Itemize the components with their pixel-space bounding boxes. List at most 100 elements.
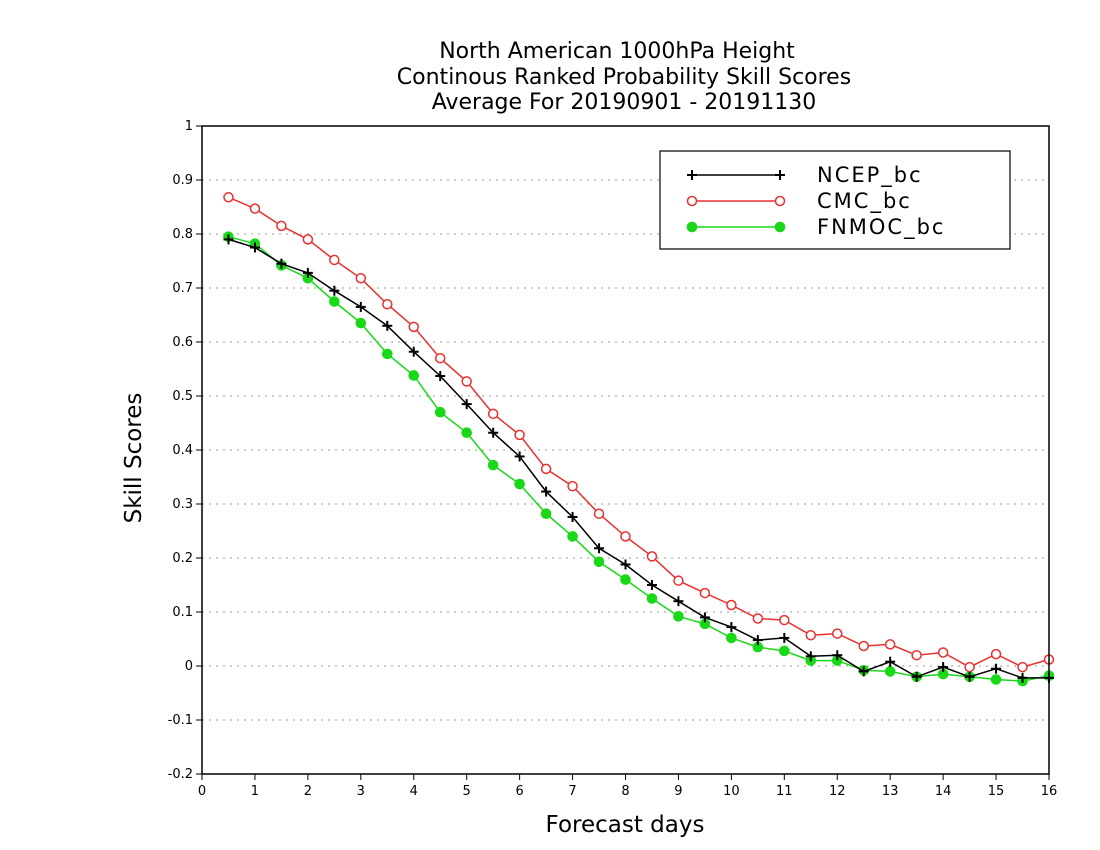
y-tick-label: 0.9	[172, 173, 193, 188]
data-point-fnmoc-bc	[567, 531, 578, 542]
data-point-ncep-bc	[805, 651, 816, 662]
y-tick-label: -0.1	[168, 713, 193, 728]
x-tick-label: 15	[988, 784, 1005, 799]
x-tick-label: 14	[935, 784, 952, 799]
x-tick-label: 4	[410, 784, 418, 799]
data-point-ncep-bc	[964, 671, 975, 682]
data-point-ncep-bc	[408, 346, 419, 357]
data-point-cmc-bc	[593, 508, 605, 519]
chart-title-line-3: Average For 20190901 - 20191130	[432, 90, 817, 115]
legend-marker-fnmoc-bc	[686, 221, 698, 233]
x-tick-label: 8	[621, 784, 629, 799]
data-point-fnmoc-bc	[779, 645, 790, 657]
data-point-cmc-bc	[514, 429, 525, 441]
data-point-cmc-bc	[540, 463, 552, 475]
y-tick-label: 0	[185, 659, 193, 674]
y-tick-label: -0.2	[168, 767, 193, 782]
plot-frame	[201, 125, 1050, 775]
data-point-ncep-bc	[567, 511, 578, 522]
data-point-ncep-bc	[488, 427, 499, 438]
series-line-ncep-bc	[228, 238, 1049, 679]
data-point-ncep-bc	[620, 559, 631, 570]
x-tick-label: 6	[515, 784, 523, 799]
data-point-cmc-bc	[752, 613, 764, 624]
x-tick-label: 2	[304, 784, 312, 799]
x-tick-label: 9	[674, 784, 682, 799]
legend-item-fnmoc-bc: FNMOC_bc	[686, 215, 945, 240]
chart-title: North American 1000hPa Height Continous …	[397, 39, 851, 115]
data-point-ncep-bc	[699, 612, 710, 623]
legend-label-fnmoc-bc: FNMOC_bc	[817, 215, 945, 240]
data-point-fnmoc-bc	[487, 459, 499, 471]
data-point-fnmoc-bc	[540, 508, 552, 520]
data-point-ncep-bc	[911, 671, 922, 682]
series-cmc-bc	[223, 192, 1055, 673]
data-point-ncep-bc	[382, 320, 393, 331]
data-point-cmc-bc	[726, 599, 737, 611]
data-point-ncep-bc	[435, 371, 446, 382]
data-point-cmc-bc	[567, 480, 578, 492]
gridlines	[202, 179, 1049, 721]
data-point-cmc-bc	[673, 575, 684, 586]
data-point-fnmoc-bc	[646, 593, 658, 604]
data-point-ncep-bc	[885, 656, 896, 667]
x-tick-label: 13	[882, 784, 899, 799]
y-tick-label: 0.4	[172, 443, 193, 458]
legend-box	[659, 150, 1011, 250]
data-point-fnmoc-bc	[408, 370, 420, 381]
data-point-cmc-bc	[779, 614, 790, 626]
legend-label-cmc-bc: CMC_bc	[817, 189, 912, 214]
data-point-fnmoc-bc	[355, 317, 367, 329]
series-layer	[223, 192, 1055, 687]
data-point-ncep-bc	[594, 543, 605, 554]
chart-title-line-2: Continous Ranked Probability Skill Score…	[397, 65, 851, 90]
data-point-cmc-bc	[249, 203, 261, 214]
data-point-ncep-bc	[858, 666, 869, 677]
y-tick-label: 0.3	[172, 497, 193, 512]
data-point-cmc-bc	[884, 639, 896, 650]
x-tick-label: 10	[723, 784, 740, 799]
data-point-cmc-bc	[487, 408, 499, 420]
data-point-fnmoc-bc	[726, 632, 737, 644]
data-point-ncep-bc	[329, 285, 340, 296]
data-point-fnmoc-bc	[884, 666, 896, 677]
legend-marker-ncep-bc	[775, 170, 785, 180]
data-point-fnmoc-bc	[461, 427, 472, 439]
data-point-fnmoc-bc	[329, 296, 340, 307]
x-tick-label: 16	[1041, 784, 1058, 799]
y-tick-label: 0.8	[172, 227, 193, 242]
x-axis-label: Forecast days	[546, 812, 705, 838]
data-point-cmc-bc	[990, 648, 1002, 660]
data-point-fnmoc-bc	[514, 478, 525, 490]
data-point-fnmoc-bc	[990, 674, 1002, 685]
data-point-ncep-bc	[514, 451, 525, 462]
data-point-cmc-bc	[355, 273, 367, 284]
data-point-fnmoc-bc	[593, 556, 605, 568]
data-point-cmc-bc	[699, 587, 711, 599]
x-tick-label: 12	[829, 784, 846, 799]
data-point-cmc-bc	[858, 640, 869, 652]
data-point-cmc-bc	[382, 298, 393, 310]
data-point-cmc-bc	[964, 661, 975, 673]
data-point-ncep-bc	[1017, 672, 1028, 683]
data-point-ncep-bc	[779, 632, 790, 643]
data-point-ncep-bc	[276, 258, 287, 269]
data-point-cmc-bc	[329, 254, 340, 266]
data-point-fnmoc-bc	[620, 574, 631, 585]
data-point-fnmoc-bc	[434, 406, 446, 418]
legend-marker-fnmoc-bc	[774, 221, 786, 233]
data-point-fnmoc-bc	[673, 611, 684, 622]
data-point-cmc-bc	[911, 649, 922, 661]
x-tick-label: 3	[357, 784, 365, 799]
data-point-cmc-bc	[302, 234, 314, 245]
data-point-ncep-bc	[302, 267, 313, 278]
x-tick-label: 0	[198, 784, 206, 799]
legend-item-ncep-bc: NCEP_bc	[687, 163, 921, 188]
data-point-ncep-bc	[541, 486, 552, 497]
data-point-ncep-bc	[355, 301, 366, 312]
data-point-ncep-bc	[461, 399, 472, 410]
legend-marker-ncep-bc	[687, 170, 697, 180]
data-point-ncep-bc	[938, 662, 949, 673]
